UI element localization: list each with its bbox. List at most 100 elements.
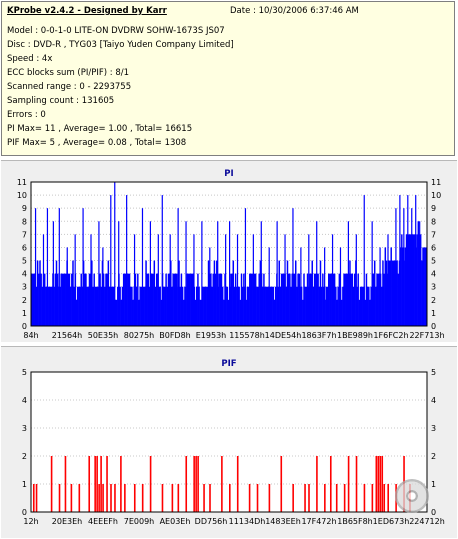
pi-bar [226, 286, 229, 326]
y-tick-label-right: 7 [431, 230, 436, 239]
pif-bar [375, 456, 378, 512]
pi-bar [373, 260, 376, 326]
pi-bar [417, 221, 420, 326]
pi-bar [366, 286, 369, 326]
pi-bar [231, 273, 233, 326]
pi-bar [349, 260, 351, 326]
pi-bar [385, 260, 388, 326]
pi-bar [313, 273, 316, 326]
pi-bar [144, 286, 146, 326]
pi-bar [205, 286, 207, 326]
pif-bar [32, 484, 35, 512]
pi-spike [300, 247, 302, 326]
pi-bar [265, 286, 268, 326]
pi-bar [303, 273, 305, 326]
pi-spike [284, 234, 286, 326]
y-tick-label-right: 0 [431, 508, 436, 517]
pi-bar [411, 234, 414, 326]
pif-bar [383, 484, 386, 512]
x-tick-label: E1953h [196, 331, 226, 340]
pi-spike [74, 234, 76, 326]
pi-bar [79, 286, 81, 326]
pi-bar [99, 273, 101, 326]
pi-bar [115, 299, 118, 326]
info-ecc: ECC blocks sum (PI/PIF) : 8/1 [7, 68, 130, 78]
pi-bar [249, 273, 251, 326]
pi-bar [145, 260, 147, 326]
pi-bar [33, 273, 35, 326]
pi-bar [206, 286, 209, 326]
pi-bar [325, 286, 328, 326]
pi-bar [122, 273, 125, 326]
pi-bar [187, 273, 190, 326]
pi-bar [391, 260, 394, 326]
pi-bar [238, 286, 240, 326]
pi-bar [51, 286, 53, 326]
y-tick-label-right: 0 [431, 322, 436, 331]
info-errors: Errors : 0 [7, 110, 46, 120]
pi-bar [315, 273, 317, 326]
pi-bar [378, 273, 381, 326]
pi-bar [397, 273, 400, 326]
pi-bar [300, 286, 303, 326]
pi-bar [139, 286, 141, 326]
pi-spike [308, 234, 310, 326]
pi-bar [218, 273, 220, 326]
pi-bar [211, 286, 213, 326]
pi-bar [180, 273, 183, 326]
pi-bar [104, 286, 106, 326]
pi-bar [340, 299, 343, 326]
pi-bar [163, 286, 165, 326]
pi-spike [118, 221, 120, 326]
pi-bar [155, 273, 158, 326]
pif-bar [58, 484, 61, 512]
pi-bar [286, 260, 289, 326]
pi-bar [38, 273, 40, 326]
pi-spike [209, 247, 211, 326]
pi-bar [421, 260, 423, 326]
pi-bar [198, 286, 200, 326]
y-tick-label-left: 2 [22, 296, 27, 305]
pi-bar [269, 286, 271, 326]
pi-bar [399, 247, 402, 326]
pi-bar [184, 286, 186, 326]
pi-bar [280, 273, 283, 326]
pi-bar [390, 247, 392, 326]
pi-bar [56, 273, 59, 326]
pi-bar [264, 286, 266, 326]
x-tick-label: 80275h [124, 331, 155, 340]
y-tick-label-left: 7 [22, 230, 27, 239]
pi-bar [419, 234, 422, 326]
y-tick-label-left: 4 [22, 270, 27, 279]
pi-bar [85, 273, 87, 326]
pif-bar [203, 484, 205, 512]
pi-bar [105, 273, 107, 326]
pi-bar [383, 273, 385, 326]
pi-spike [363, 195, 365, 326]
pi-bar [240, 273, 243, 326]
pif-bar [280, 456, 283, 512]
pi-bar [88, 273, 91, 326]
y-tick-label-left: 5 [22, 368, 27, 377]
pi-bar [297, 273, 299, 326]
pi-bar [382, 260, 384, 326]
pi-bar [422, 247, 424, 326]
pi-bar [246, 286, 249, 326]
pi-bar [258, 273, 260, 326]
pi-bar [302, 299, 304, 326]
y-tick-label-right: 1 [431, 309, 436, 318]
pi-spike [419, 221, 421, 326]
pi-bar [159, 286, 161, 326]
pi-bar [91, 260, 93, 326]
pif-bar [64, 456, 67, 512]
pi-spike [110, 195, 112, 326]
pif-bar [70, 484, 73, 512]
pi-bar [424, 247, 427, 326]
pi-bar [230, 273, 232, 326]
y-tick-label-right: 9 [431, 204, 436, 213]
pi-bar [190, 273, 192, 326]
pi-spike [46, 208, 49, 326]
pi-bar [132, 299, 134, 326]
pif-bar [256, 484, 259, 512]
pi-bar [67, 273, 70, 326]
